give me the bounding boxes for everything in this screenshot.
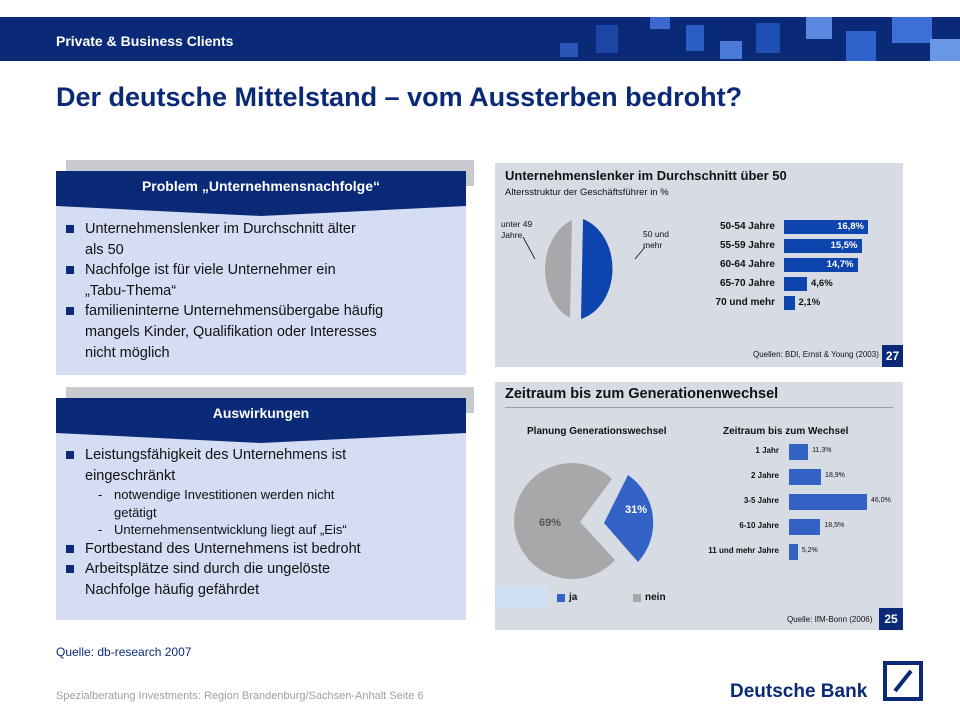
deutsche-bank-logo bbox=[883, 661, 923, 701]
page-badge: 25 bbox=[879, 608, 903, 630]
pie-title: Planung Generationswechsel bbox=[527, 426, 667, 437]
list-item: Nachfolge ist für viele Unternehmer ein … bbox=[66, 260, 461, 301]
legend-highlight bbox=[495, 586, 547, 608]
bar bbox=[784, 296, 795, 310]
header-band: Private & Business Clients bbox=[0, 17, 960, 61]
pie-slice-ja bbox=[604, 475, 654, 562]
bar-value-label: 11,3% bbox=[812, 447, 832, 454]
pie-label-31: 31% bbox=[625, 504, 647, 516]
chart1-svg bbox=[522, 219, 646, 319]
bar-category-label: 11 und mehr Jahre bbox=[708, 546, 779, 555]
pie-label-50-plus: 50 und mehr bbox=[643, 229, 669, 250]
bar-value-label: 46,0% bbox=[871, 497, 891, 504]
list-item: Leistungsfähigkeit des Unternehmens ist … bbox=[66, 445, 461, 486]
bar-category-label: 3-5 Jahre bbox=[743, 496, 779, 505]
header-label: Private & Business Clients bbox=[56, 33, 234, 49]
bar-category-label: 65-70 Jahre bbox=[719, 278, 775, 289]
problem-panel bbox=[56, 190, 466, 375]
bar bbox=[784, 277, 807, 291]
pie-label-69: 69% bbox=[539, 517, 561, 529]
sub-list-item: - Unternehmensentwicklung liegt auf „Eis… bbox=[98, 522, 347, 538]
bar-category-label: 1 Jahr bbox=[755, 446, 779, 455]
bar bbox=[784, 239, 862, 253]
pie-slice-nein bbox=[514, 463, 615, 580]
chart-source: Quelle: IfM-Bonn (2006) bbox=[787, 615, 873, 624]
bar-category-label: 70 und mehr bbox=[715, 297, 775, 308]
divider bbox=[505, 407, 893, 408]
effects-heading-notch bbox=[56, 427, 466, 443]
decor-square bbox=[806, 17, 832, 39]
brand-name: Deutsche Bank bbox=[730, 681, 868, 702]
decor-square bbox=[720, 41, 742, 59]
bar bbox=[789, 519, 821, 535]
chart-title: Unternehmenslenker im Durchschnitt über … bbox=[505, 168, 787, 183]
bar bbox=[784, 258, 858, 272]
bar-value-label: 4,6% bbox=[811, 278, 833, 289]
list-item: Arbeitsplätze sind durch die ungelöste N… bbox=[66, 559, 461, 600]
list-item: familieninterne Unternehmensübergabe häu… bbox=[66, 301, 461, 363]
bar bbox=[789, 444, 809, 460]
bar-category-label: 55-59 Jahre bbox=[719, 240, 775, 251]
chart-subtitle: Altersstruktur der Geschäftsführer in % bbox=[505, 187, 669, 198]
bar-title: Zeitraum bis zum Wechsel bbox=[723, 426, 849, 437]
problem-heading: Problem „Unternehmensnachfolge“ bbox=[56, 171, 466, 201]
legend-label-nein: nein bbox=[645, 592, 666, 603]
legend-swatch-ja bbox=[557, 594, 565, 602]
bar-category-label: 2 Jahre bbox=[750, 471, 779, 480]
bar-category-label: 6-10 Jahre bbox=[739, 521, 779, 530]
decor-square bbox=[560, 43, 578, 57]
bar-value-label: 18,9% bbox=[825, 472, 845, 479]
decor-square bbox=[596, 25, 618, 53]
footer-text: Spezialberatung Investments: Region Bran… bbox=[56, 690, 424, 702]
bar bbox=[784, 220, 868, 234]
problem-heading-notch bbox=[56, 200, 466, 216]
effects-bullet-list: Leistungsfähigkeit des Unternehmens ist … bbox=[66, 445, 461, 600]
decor-square bbox=[892, 17, 932, 43]
legend: ja nein bbox=[495, 582, 903, 608]
pie-slice-under-49 bbox=[544, 220, 572, 318]
leader-line bbox=[522, 236, 536, 260]
decor-square bbox=[930, 39, 960, 61]
bar-category-label: 50-54 Jahre bbox=[719, 221, 775, 232]
bar bbox=[789, 469, 822, 485]
decor-square bbox=[756, 23, 780, 53]
bar-value-label: 14,7% bbox=[826, 259, 854, 270]
slide-title: Der deutsche Mittelstand – vom Aussterbe… bbox=[56, 82, 743, 112]
bar bbox=[789, 494, 867, 510]
list-item: Fortbestand des Unternehmens ist bedroht bbox=[66, 539, 461, 560]
bar-value-label: 15,5% bbox=[830, 240, 858, 251]
chart-age-structure: Unternehmenslenker im Durchschnitt über … bbox=[495, 163, 903, 367]
effects-heading: Auswirkungen bbox=[56, 398, 466, 428]
bar-value-label: 18,5% bbox=[824, 522, 845, 529]
logo-slash-icon bbox=[893, 669, 913, 693]
chart2-svg: 69% 31% bbox=[514, 463, 654, 580]
sub-list-item: - notwendige Investitionen werden nicht … bbox=[98, 487, 335, 520]
chart-title: Zeitraum bis zum Generationenwechsel bbox=[505, 386, 779, 402]
bar-category-label: 60-64 Jahre bbox=[719, 259, 775, 270]
effects-panel bbox=[56, 415, 466, 620]
problem-bullet-list: Unternehmenslenker im Durchschnitt älter… bbox=[66, 219, 461, 363]
source-note: Quelle: db-research 2007 bbox=[56, 645, 192, 659]
pie-slice-50-plus bbox=[581, 219, 613, 319]
list-item: Unternehmenslenker im Durchschnitt älter… bbox=[66, 219, 461, 260]
bar-value-label: 16,8% bbox=[837, 221, 864, 232]
page-badge: 27 bbox=[882, 345, 903, 367]
pie-label-under-49: unter 49 Jahre bbox=[501, 219, 533, 240]
chart-source: Quellen: BDI, Ernst & Young (2003) bbox=[753, 350, 879, 359]
decor-square bbox=[650, 17, 670, 29]
leader-line bbox=[634, 246, 646, 260]
bar bbox=[789, 544, 798, 560]
decor-square bbox=[686, 25, 704, 51]
decor-square bbox=[846, 31, 876, 61]
legend-label-ja: ja bbox=[569, 592, 578, 603]
legend-swatch-nein bbox=[633, 594, 641, 602]
bar-value-label: 5,2% bbox=[801, 547, 818, 554]
bar-value-label: 2,1% bbox=[798, 297, 821, 308]
chart-generation-change: Zeitraum bis zum Generationenwechsel Pla… bbox=[495, 382, 903, 630]
